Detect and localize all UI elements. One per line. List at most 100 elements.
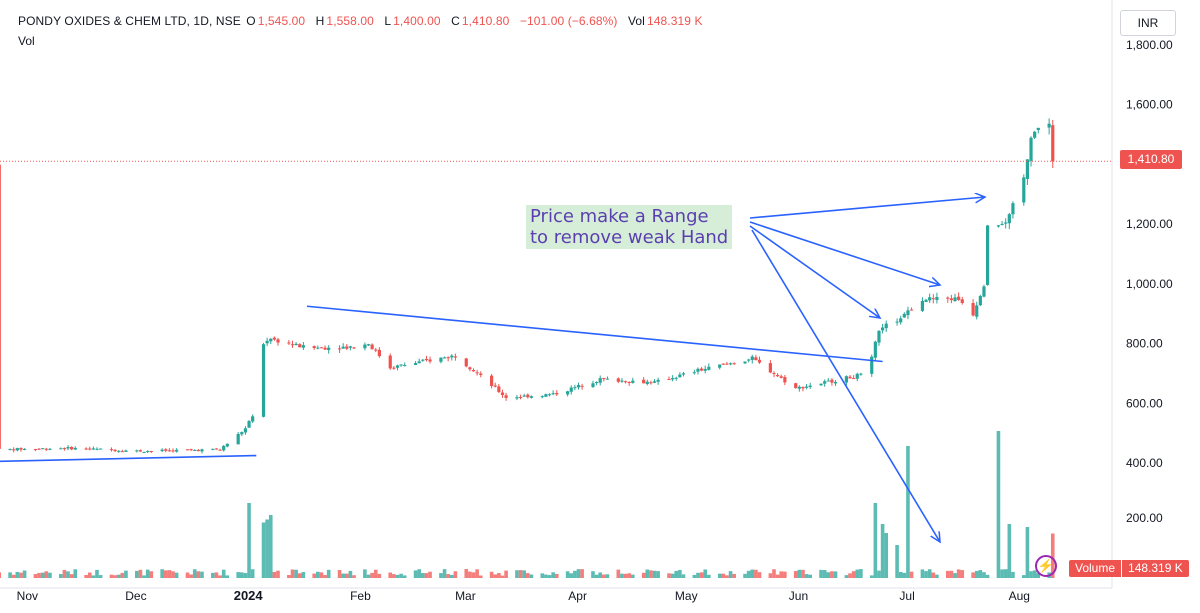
candle-body (620, 380, 624, 382)
currency-button[interactable]: INR (1120, 10, 1176, 36)
volume-bar (142, 575, 146, 578)
y-tick-label: 1,600.00 (1126, 98, 1173, 112)
volume-bar (84, 575, 88, 578)
candle-body (84, 448, 88, 450)
volume-bar (373, 569, 378, 578)
change-value: −101.00 (−6.68%) (519, 14, 618, 28)
candle-body (920, 301, 925, 311)
volume-bar (1032, 570, 1037, 578)
volume-bar (69, 574, 74, 578)
candle-body (1004, 222, 1008, 224)
candle-body (804, 386, 809, 388)
candle-body (73, 447, 77, 450)
x-tick-label: 2024 (234, 588, 264, 603)
volume-bar (670, 573, 675, 578)
candle-body (62, 448, 67, 450)
candle-body (366, 344, 371, 346)
annotation-arrow (749, 225, 880, 318)
volume-bar (554, 573, 559, 578)
candle-body (808, 385, 812, 388)
volume-bar (1007, 524, 1012, 578)
candle-body (859, 373, 863, 375)
candle-body (222, 445, 226, 451)
candle-body (627, 382, 631, 384)
volume-bar (573, 570, 577, 578)
candle-body (703, 368, 707, 371)
volume-bar (446, 574, 450, 578)
lightning-bolt-icon[interactable]: ⚡ (1035, 555, 1057, 577)
volume-bar (337, 570, 342, 578)
candle-body (193, 449, 197, 451)
volume-bar (768, 573, 773, 578)
volume-bar (931, 572, 936, 578)
volume-pane-label[interactable]: Vol (18, 34, 35, 48)
volume-bar (971, 572, 975, 578)
candle-body (171, 450, 175, 452)
volume-bar (22, 570, 27, 578)
volume-bar (341, 573, 345, 578)
candle-body (515, 397, 519, 399)
volume-bar (493, 574, 498, 578)
y-tick-label: 200.00 (1126, 511, 1163, 525)
candle-body (442, 357, 447, 359)
volume-bar (98, 575, 103, 578)
candle-body (189, 449, 193, 451)
chart-header: PONDY OXIDES & CHEM LTD, 1D, NSE O 1,545.… (18, 14, 710, 28)
candle-body (768, 363, 772, 373)
candle-body (881, 327, 885, 331)
volume-bar (953, 573, 957, 578)
candle-body (982, 286, 986, 297)
candle-body (298, 344, 302, 348)
open-label: O (246, 14, 256, 28)
volume-bar (848, 573, 852, 578)
volume-bar (779, 571, 784, 578)
candle-body (928, 297, 932, 301)
x-tick-label: Feb (350, 589, 371, 603)
candle-body (540, 396, 544, 398)
volume-bar (851, 571, 856, 578)
candle-body (569, 387, 573, 392)
volume-bar (717, 573, 722, 578)
volume-bar (478, 575, 483, 578)
candle-body (185, 449, 190, 451)
candle-body (59, 448, 63, 450)
candle-body (681, 373, 686, 375)
candle-body (167, 450, 171, 452)
y-tick-label: 400.00 (1126, 456, 1163, 470)
volume-bar (211, 572, 215, 578)
candle-body (316, 347, 320, 349)
candle-body (424, 358, 429, 361)
volume-bar (869, 575, 874, 578)
candle-body (175, 449, 179, 452)
volume-bar (316, 571, 320, 578)
candle-body (15, 448, 19, 451)
volume-bar (641, 572, 646, 578)
candle-body (833, 381, 838, 384)
volume-bar (377, 573, 382, 578)
annotation-box[interactable]: Price make a Range to remove weak Hand (526, 205, 733, 249)
candle-body (468, 367, 472, 370)
candle-body (1025, 159, 1030, 179)
annotation-arrow (749, 221, 940, 285)
volume-bar (804, 574, 809, 578)
volume-bar (830, 571, 834, 578)
volume-bar (250, 569, 255, 578)
volume-bar (225, 575, 230, 578)
volume-bar (692, 574, 697, 578)
candle-body (652, 381, 657, 383)
volume-bar (40, 572, 45, 578)
candle-body (826, 380, 830, 382)
volume-bar (547, 575, 552, 578)
candle-body (1029, 137, 1033, 161)
volume-bar (602, 574, 606, 578)
x-tick-label: May (675, 589, 698, 603)
volume-bar (1003, 569, 1008, 578)
volume-bar (656, 571, 660, 578)
candle-body (642, 379, 646, 384)
volume-bar (240, 572, 244, 578)
candle-body (19, 447, 23, 450)
volume-bar (11, 574, 16, 578)
volume-bar (826, 572, 831, 578)
candle-body (728, 363, 733, 365)
